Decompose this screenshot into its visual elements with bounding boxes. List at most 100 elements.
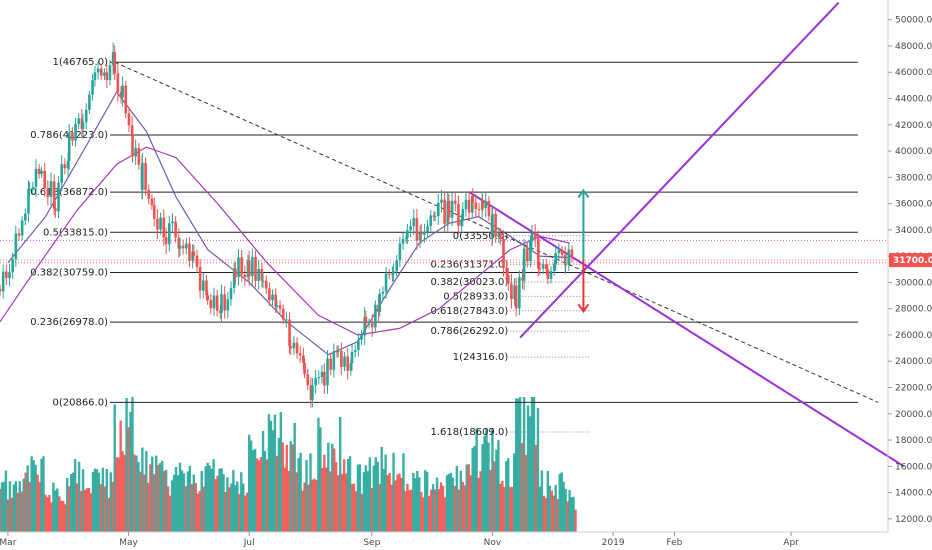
volume-bar (153, 474, 156, 532)
fib2-level-label: 0.618(27843.0) (430, 306, 508, 317)
candle-body (549, 271, 553, 279)
volume-bar (145, 451, 148, 532)
volume-bar (36, 474, 39, 532)
volume-bar (139, 471, 142, 532)
volume-bar (283, 467, 286, 532)
candle-body (391, 273, 394, 275)
candle-body (457, 203, 460, 226)
volume-layer (0, 397, 577, 532)
candle-body (34, 168, 38, 187)
volume-bar (269, 420, 273, 532)
candle-body (46, 188, 50, 197)
candle-body (202, 280, 205, 291)
candle-body (223, 294, 226, 311)
volume-bar (524, 454, 528, 532)
volume-bar (303, 482, 306, 532)
candle-body (49, 181, 53, 197)
volume-bar (398, 473, 401, 532)
volume-bar (6, 499, 10, 532)
volume-bar (558, 473, 561, 532)
candle-body (171, 221, 174, 224)
volume-bar (77, 461, 81, 532)
candle-body (285, 319, 288, 321)
candle-body (392, 271, 395, 274)
volume-bar (170, 480, 174, 532)
volume-bar (534, 444, 538, 532)
candle-body (487, 200, 491, 217)
candle-body (144, 162, 147, 190)
candle-body (289, 346, 293, 349)
volume-bar (505, 461, 508, 532)
candle-body (251, 257, 254, 277)
candle-body (229, 288, 233, 300)
volume-bar (540, 470, 544, 532)
volume-bar (220, 468, 223, 532)
candle-body (343, 356, 346, 367)
volume-bar (301, 490, 304, 532)
volume-bar (513, 453, 516, 532)
volume-bar (315, 480, 318, 532)
volume-bar (204, 466, 207, 532)
volume-bar (295, 472, 298, 532)
volume-bar (91, 472, 95, 532)
volume-bar (364, 465, 368, 532)
volume-bar (133, 454, 136, 532)
volume-bar (160, 460, 164, 532)
candle-body (447, 200, 451, 218)
volume-bar (281, 442, 285, 532)
candle-body (71, 132, 74, 141)
volume-bar (321, 468, 324, 532)
candle-body (11, 259, 14, 273)
candle-body (108, 65, 112, 80)
candle-body (554, 253, 558, 265)
y-tick-label: 24000.0 (895, 357, 932, 367)
fib2-level-label: 0.786(26292.0) (430, 326, 508, 337)
volume-bar (457, 489, 461, 532)
candle-body (212, 295, 216, 309)
candle-body (167, 223, 171, 245)
volume-bar (66, 478, 69, 532)
volume-bar (572, 496, 575, 532)
y-tick-label: 22000.0 (895, 384, 932, 394)
volume-bar (418, 477, 421, 532)
volume-bar (481, 444, 484, 532)
candle-body (177, 237, 181, 249)
volume-bar (12, 484, 16, 532)
volume-bar (228, 487, 231, 532)
volume-bar (176, 475, 180, 532)
candle-body (127, 113, 131, 126)
volume-bar (182, 473, 186, 532)
volume-bar (501, 480, 504, 532)
candle-body (195, 255, 199, 267)
volume-bar (518, 397, 522, 532)
volume-bar (24, 472, 27, 532)
candle-body (288, 319, 291, 347)
candle-body (74, 124, 77, 141)
volume-bar (14, 481, 18, 532)
volume-bar (455, 465, 459, 532)
volume-bar (271, 430, 275, 532)
volume-bar (532, 397, 536, 532)
volume-bar (238, 494, 241, 532)
candle-body (174, 221, 177, 238)
candle-body (8, 272, 11, 279)
trendline-layer (114, 1, 905, 468)
volume-bar (449, 472, 453, 532)
candle-body (116, 73, 120, 93)
x-tick-label: 2019 (602, 538, 625, 548)
volume-bar (447, 473, 451, 532)
volume-bar (394, 480, 397, 532)
volume-bar (305, 460, 308, 532)
candle-body (40, 170, 43, 174)
volume-bar (299, 452, 302, 532)
candle-body (17, 233, 21, 236)
fib2-level-label: 0.382(30023.0) (430, 277, 508, 288)
volume-bar (293, 422, 296, 532)
volume-bar (186, 471, 190, 532)
volume-bar (556, 499, 559, 532)
candle-body (538, 268, 542, 270)
volume-bar (166, 486, 170, 532)
candle-body (537, 238, 540, 269)
